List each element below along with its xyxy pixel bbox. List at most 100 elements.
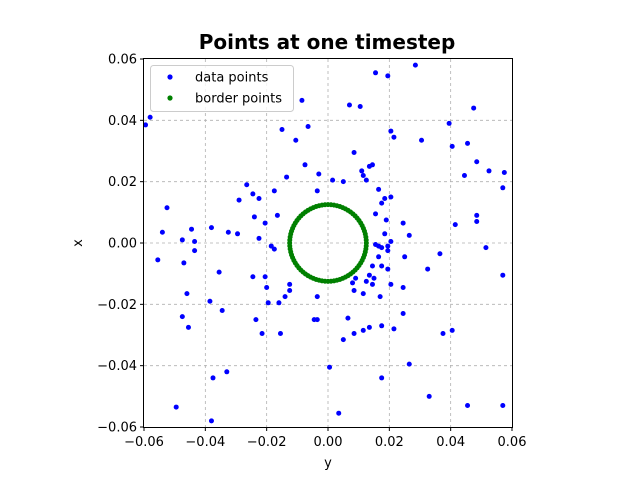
data-point: [406, 361, 412, 367]
data-point: [293, 137, 299, 143]
legend: data points border points: [150, 65, 294, 112]
data-point: [500, 403, 506, 409]
data-point: [256, 196, 262, 202]
data-point: [351, 288, 357, 294]
data-point: [406, 232, 412, 238]
data-point: [351, 330, 357, 336]
grid-lines: [144, 59, 512, 427]
data-point: [143, 122, 149, 128]
x-tick-label: 0.00: [314, 435, 343, 450]
data-point: [353, 275, 359, 281]
data-point: [360, 327, 366, 333]
data-point: [271, 246, 277, 252]
data-point: [359, 168, 365, 174]
y-tick-label: −0.06: [97, 421, 137, 436]
data-point: [208, 418, 214, 424]
data-point: [208, 225, 214, 231]
data-point: [382, 196, 388, 202]
legend-box: [150, 65, 294, 112]
x-tick-label: −0.02: [247, 435, 287, 450]
data-point: [340, 337, 346, 343]
data-point: [274, 212, 280, 218]
data-point: [500, 272, 506, 278]
data-point: [465, 403, 471, 409]
data-point: [483, 245, 489, 251]
data-point: [299, 97, 305, 103]
data-point: [235, 231, 241, 237]
data-point: [371, 275, 377, 281]
data-point: [314, 188, 320, 194]
data-point: [250, 191, 256, 197]
y-tick-label: 0.04: [108, 114, 137, 129]
data-point: [314, 294, 320, 300]
data-point: [376, 254, 382, 260]
data-point: [207, 298, 213, 304]
data-point: [164, 205, 170, 211]
data-point: [461, 173, 467, 179]
data-point: [369, 263, 375, 269]
data-point: [185, 324, 191, 330]
data-point: [360, 173, 366, 179]
border-point: [363, 243, 369, 249]
data-point: [486, 168, 492, 174]
data-point: [224, 369, 230, 375]
data-point: [373, 211, 379, 217]
data-point: [385, 266, 391, 272]
data-point: [147, 114, 153, 120]
data-point: [345, 315, 351, 321]
data-point: [382, 231, 388, 237]
data-point: [330, 177, 336, 183]
data-point: [244, 182, 250, 188]
data-point: [449, 327, 455, 333]
data-point: [419, 137, 425, 143]
data-point: [446, 120, 452, 126]
data-point: [363, 278, 369, 284]
plot-frame: [143, 58, 513, 428]
data-point: [316, 171, 322, 177]
data-point: [440, 330, 446, 336]
data-point: [373, 70, 379, 76]
data-point: [277, 330, 283, 336]
data-point: [219, 307, 225, 313]
data-point: [400, 220, 406, 226]
data-point: [253, 317, 259, 323]
data-point: [369, 281, 375, 287]
data-point: [385, 73, 391, 79]
data-point: [465, 140, 471, 146]
data-point: [179, 314, 185, 320]
data-point: [287, 288, 293, 294]
data-point: [179, 237, 185, 243]
data-point: [284, 174, 290, 180]
x-tick-label: 0.02: [375, 435, 404, 450]
data-point: [276, 300, 282, 306]
data-point: [391, 326, 397, 332]
data-point: [363, 177, 369, 183]
data-marks: [143, 62, 507, 424]
data-point: [173, 404, 179, 410]
chart-title: Points at one timestep: [199, 30, 456, 54]
data-point: [216, 269, 222, 275]
x-axis-label: y: [324, 456, 332, 471]
data-point: [383, 217, 389, 223]
data-point: [412, 62, 418, 68]
data-point: [377, 294, 383, 300]
data-point: [340, 179, 346, 185]
data-point: [302, 162, 308, 168]
data-point: [474, 159, 480, 165]
data-point: [474, 212, 480, 218]
data-point: [256, 235, 262, 241]
y-axis-label: x: [71, 239, 86, 247]
data-point: [259, 330, 265, 336]
data-point: [391, 134, 397, 140]
data-point: [192, 238, 198, 244]
data-point: [262, 220, 268, 226]
data-point: [366, 272, 372, 278]
data-point: [388, 194, 394, 200]
y-tick-label: 0.02: [108, 175, 137, 190]
data-point: [181, 260, 187, 266]
data-point: [474, 219, 480, 225]
data-point: [279, 127, 285, 133]
data-point: [264, 284, 270, 290]
